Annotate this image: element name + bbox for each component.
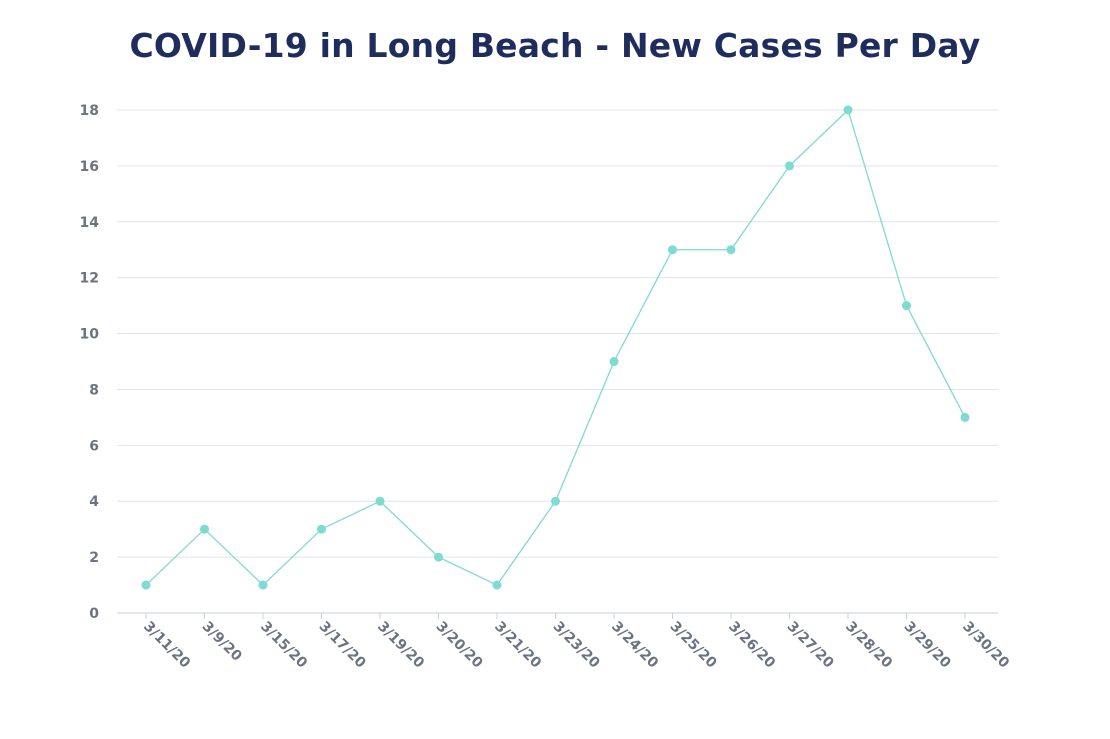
- data-point: [785, 161, 794, 171]
- data-point: [492, 580, 502, 590]
- x-tick-label: 3/17/20: [316, 619, 369, 672]
- gridlines: [117, 109, 998, 558]
- y-axis-ticks: 0 2 4 6 8 10 12 14 16 18: [80, 103, 100, 622]
- x-tick-label: 3/30/20: [959, 619, 1012, 672]
- y-tick-label: 12: [80, 271, 99, 287]
- series-layer: [145, 109, 966, 586]
- y-tick-label: 10: [80, 327, 100, 343]
- x-tick-label: 3/24/20: [608, 619, 661, 672]
- data-point: [375, 496, 385, 506]
- data-point: [317, 524, 326, 534]
- x-tick-label: 3/26/20: [725, 619, 778, 672]
- x-tick-label: 3/19/20: [374, 619, 427, 672]
- y-tick-label: 16: [80, 159, 99, 175]
- x-tick-label: 3/25/20: [667, 619, 720, 672]
- y-tick-label: 14: [80, 215, 100, 231]
- x-tick-label: 3/23/20: [550, 619, 603, 672]
- data-point: [141, 580, 151, 590]
- data-point: [960, 412, 970, 422]
- data-point: [551, 496, 560, 506]
- chart-title: COVID-19 in Long Beach - New Cases Per D…: [129, 26, 981, 65]
- x-tick-label: 3/28/20: [842, 619, 895, 672]
- data-point: [726, 245, 736, 255]
- data-point: [258, 580, 268, 590]
- data-point: [200, 524, 209, 534]
- x-tick-label: 3/15/20: [257, 619, 310, 672]
- y-tick-label: 4: [89, 494, 99, 510]
- x-axis-ticks: 3/11/20 3/9/20 3/15/20 3/17/20 3/19/20 3/20/2…: [140, 613, 1012, 672]
- series-line: [145, 109, 966, 586]
- data-point: [434, 552, 443, 562]
- data-points: [141, 105, 970, 590]
- x-tick-label: 3/29/20: [901, 619, 954, 672]
- data-point: [668, 245, 677, 255]
- y-tick-label: 0: [89, 606, 99, 622]
- y-tick-label: 2: [89, 550, 99, 566]
- data-point: [609, 357, 619, 366]
- x-tick-label: 3/27/20: [784, 619, 837, 672]
- x-tick-label: 3/21/20: [491, 619, 544, 672]
- y-tick-label: 8: [89, 382, 99, 398]
- x-tick-label: 3/11/20: [140, 619, 193, 672]
- data-point: [902, 301, 911, 311]
- y-tick-label: 18: [80, 103, 99, 119]
- data-point: [843, 105, 853, 115]
- x-tick-label: 3/20/20: [433, 619, 486, 672]
- x-tick-label: 3/9/20: [199, 619, 245, 665]
- y-tick-label: 6: [89, 438, 99, 454]
